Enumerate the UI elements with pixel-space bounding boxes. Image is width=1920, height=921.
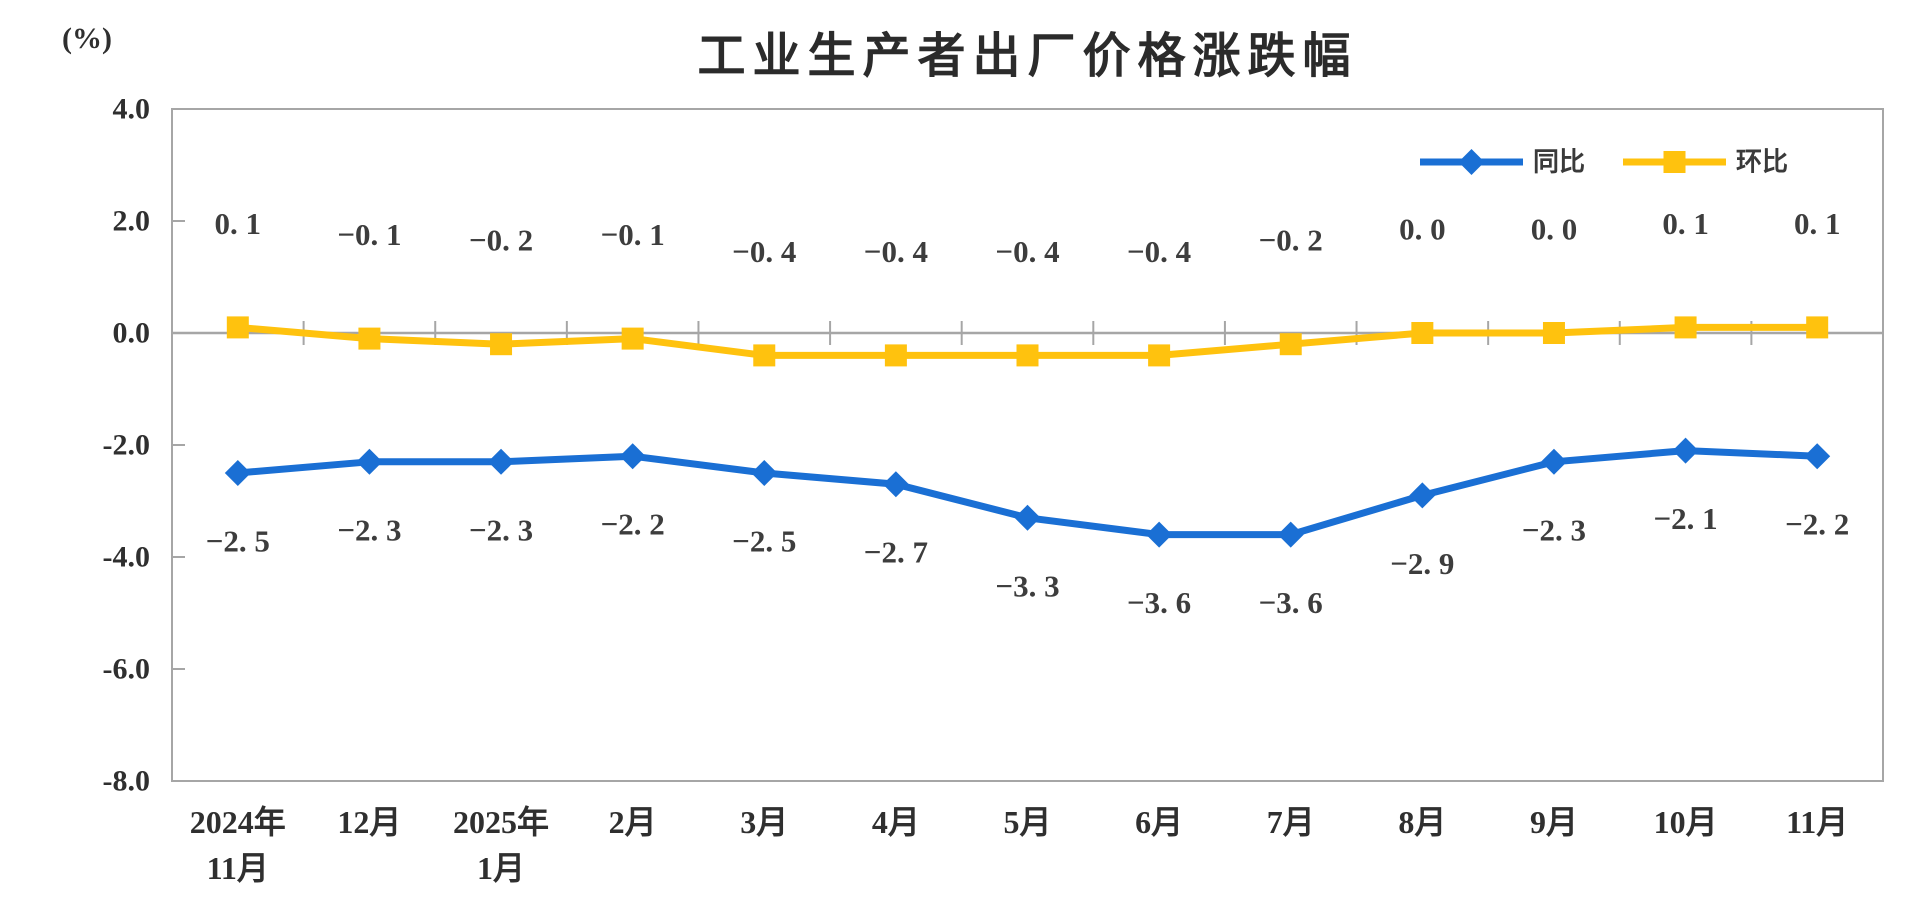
y-axis-label: 4.0 bbox=[113, 93, 151, 126]
y-axis-label: 0.0 bbox=[113, 317, 151, 350]
x-axis-label: 6月 bbox=[1135, 804, 1183, 840]
data-label-同比: −2. 5 bbox=[206, 524, 270, 559]
y-axis-label: -8.0 bbox=[103, 765, 151, 798]
data-point-marker-square bbox=[1542, 322, 1565, 344]
data-label-环比: −0. 1 bbox=[601, 217, 665, 252]
data-label-环比: −0. 4 bbox=[864, 234, 928, 269]
data-label-同比: −2. 3 bbox=[469, 512, 533, 547]
data-point-marker-square bbox=[1411, 322, 1434, 344]
data-label-同比: −2. 3 bbox=[337, 512, 401, 547]
data-point-marker-diamond bbox=[1146, 521, 1173, 548]
data-point-marker-square bbox=[226, 316, 249, 339]
x-axis-label: 3月 bbox=[740, 804, 788, 840]
data-point-marker-diamond bbox=[224, 460, 251, 486]
y-axis-label: 2.0 bbox=[113, 205, 151, 238]
data-label-环比: 0. 1 bbox=[215, 206, 262, 241]
x-axis-label: 1月 bbox=[477, 850, 525, 886]
data-label-同比: −3. 3 bbox=[995, 568, 1059, 603]
data-point-marker-square bbox=[1016, 344, 1039, 367]
x-axis-label: 7月 bbox=[1267, 804, 1315, 840]
data-point-marker-square bbox=[490, 333, 513, 356]
data-label-同比: −2. 2 bbox=[1785, 507, 1849, 542]
data-label-环比: −0. 2 bbox=[1259, 223, 1323, 258]
data-point-marker-square bbox=[1148, 344, 1171, 367]
data-point-marker-diamond bbox=[751, 460, 778, 486]
data-point-marker-square bbox=[884, 344, 907, 367]
data-point-marker-square bbox=[1279, 333, 1302, 356]
data-label-同比: −2. 2 bbox=[601, 507, 665, 542]
x-axis-label: 2024年 bbox=[190, 804, 286, 840]
chart-title: 工业生产者出厂价格涨跌幅 bbox=[697, 30, 1358, 83]
data-point-marker-diamond bbox=[356, 448, 383, 475]
data-point-marker-square bbox=[621, 327, 644, 350]
data-point-marker-diamond bbox=[882, 471, 909, 498]
data-label-同比: −2. 5 bbox=[732, 524, 796, 559]
data-point-marker-square bbox=[1806, 316, 1829, 339]
y-axis-unit-label: (%) bbox=[62, 22, 112, 55]
data-point-marker-diamond bbox=[1672, 437, 1699, 464]
data-label-环比: −0. 4 bbox=[995, 234, 1059, 269]
data-point-marker-diamond bbox=[1540, 448, 1567, 475]
legend-label-环比: 环比 bbox=[1736, 148, 1788, 177]
data-point-marker-diamond bbox=[488, 448, 515, 475]
data-label-环比: 0. 1 bbox=[1794, 206, 1841, 241]
data-label-同比: −3. 6 bbox=[1259, 585, 1323, 620]
data-label-同比: −2. 9 bbox=[1390, 546, 1454, 581]
data-label-同比: −2. 7 bbox=[864, 535, 928, 570]
data-label-环比: −0. 2 bbox=[469, 223, 533, 258]
data-label-环比: 0. 0 bbox=[1399, 212, 1446, 247]
x-axis-label: 2月 bbox=[609, 804, 657, 840]
data-label-同比: −2. 1 bbox=[1653, 501, 1717, 536]
x-axis-label: 8月 bbox=[1398, 804, 1446, 840]
data-point-marker-diamond bbox=[1014, 504, 1041, 531]
y-axis-label: -6.0 bbox=[103, 653, 151, 686]
data-point-marker-square bbox=[358, 327, 381, 350]
legend-label-同比: 同比 bbox=[1533, 148, 1585, 177]
data-point-marker-diamond bbox=[1277, 521, 1304, 548]
legend-marker-diamond bbox=[1458, 149, 1485, 175]
y-axis-label: -2.0 bbox=[103, 429, 151, 462]
data-label-环比: −0. 4 bbox=[1127, 234, 1191, 269]
x-axis-label: 11月 bbox=[207, 850, 269, 886]
data-label-环比: −0. 1 bbox=[337, 217, 401, 252]
x-axis-label: 2025年 bbox=[453, 804, 549, 840]
plot-border bbox=[171, 108, 1884, 782]
data-label-同比: −3. 6 bbox=[1127, 585, 1191, 620]
data-label-环比: 0. 0 bbox=[1531, 212, 1578, 247]
data-point-marker-square bbox=[1674, 316, 1697, 339]
legend-marker-square bbox=[1663, 151, 1686, 173]
x-axis-label: 12月 bbox=[337, 804, 401, 840]
data-point-marker-square bbox=[753, 344, 776, 367]
data-point-marker-diamond bbox=[1804, 443, 1831, 470]
y-axis-label: -4.0 bbox=[103, 541, 151, 574]
data-label-同比: −2. 3 bbox=[1522, 512, 1586, 547]
x-axis-label: 11月 bbox=[1786, 804, 1848, 840]
x-axis-label: 5月 bbox=[1003, 804, 1051, 840]
data-point-marker-diamond bbox=[1409, 482, 1436, 509]
data-point-marker-diamond bbox=[619, 443, 646, 470]
x-axis-label: 4月 bbox=[872, 804, 920, 840]
data-label-环比: 0. 1 bbox=[1662, 206, 1709, 241]
x-axis-label: 10月 bbox=[1654, 804, 1718, 840]
data-label-环比: −0. 4 bbox=[732, 234, 796, 269]
x-axis-label: 9月 bbox=[1530, 804, 1578, 840]
